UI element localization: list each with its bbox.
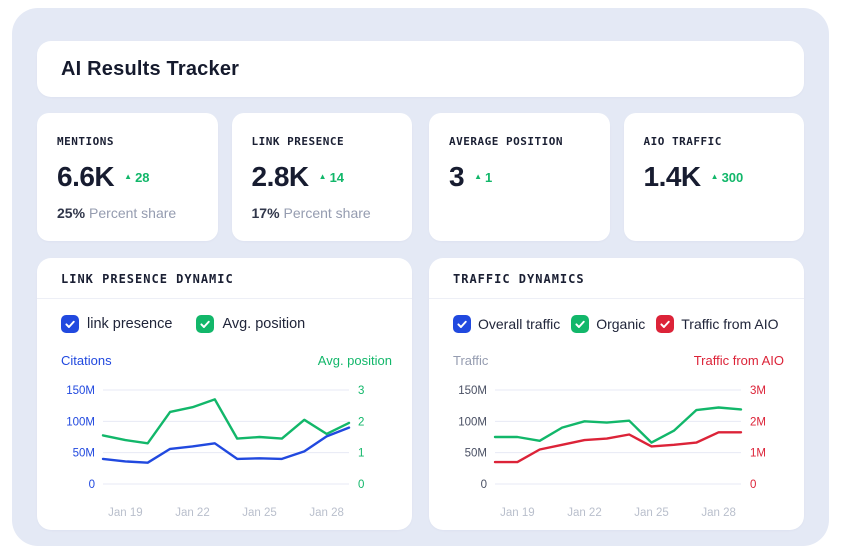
legend-label: Overall traffic <box>478 316 561 332</box>
kpi-value: 1.4K <box>643 161 702 192</box>
traffic-dynamics-chart: 0 0 50M 1M 100M 2M 150M 3M Jan 19 Jan 22 Jan 25 Jan… <box>458 385 766 519</box>
link-presence-chart: 0 0 50M 1 100M 2 150M 3 Jan 19 Jan 22 Jan 25 Jan 28 <box>66 385 364 519</box>
kpi-row: MENTIONS 6.6K ▲ 28 25% Percent share LINK … <box>37 113 804 241</box>
checkbox-icon[interactable] <box>196 315 215 333</box>
svg-text:Jan 22: Jan 22 <box>567 507 602 519</box>
svg-text:Jan 19: Jan 19 <box>108 507 143 519</box>
kpi-delta: ▲ 28 <box>124 169 150 185</box>
svg-text:2: 2 <box>358 416 364 428</box>
svg-text:150M: 150M <box>66 385 95 397</box>
check-icon <box>200 320 211 328</box>
kpi-label: AIO TRAFFIC <box>643 135 722 148</box>
svg-text:2M: 2M <box>750 416 766 428</box>
svg-text:0: 0 <box>750 479 756 491</box>
check-icon <box>660 320 670 328</box>
legend-label: Traffic from AIO <box>681 316 779 332</box>
kpi-label: MENTIONS <box>57 135 114 148</box>
kpi-value: 3 <box>449 161 465 192</box>
kpi-card-mentions: MENTIONS 6.6K ▲ 28 25% Percent share <box>37 113 218 241</box>
dashboard-container: AI Results Tracker MENTIONS 6.6K ▲ 28 25%… <box>12 8 829 546</box>
svg-text:Jan 25: Jan 25 <box>634 507 669 519</box>
checkbox-icon[interactable] <box>656 315 675 333</box>
kpi-value: 2.8K <box>251 161 310 192</box>
svg-text:1M: 1M <box>750 448 766 460</box>
legend: Overall traffic Organic Traffic from AIO <box>453 315 784 333</box>
svg-text:50M: 50M <box>465 448 487 460</box>
kpi-card-aio-traffic: AIO TRAFFIC 1.4K ▲ 300 <box>623 113 804 241</box>
kpi-share: 25% Percent share <box>57 205 177 221</box>
svg-text:0: 0 <box>89 479 95 491</box>
svg-text:3: 3 <box>358 385 364 397</box>
svg-text:0: 0 <box>358 479 364 491</box>
checkbox-avg-position[interactable]: Avg. position <box>196 315 305 333</box>
left-axis-title: Citations <box>61 353 112 368</box>
svg-text:50M: 50M <box>73 448 95 460</box>
panel-title: LINK PRESENCE DYNAMIC <box>61 272 234 286</box>
checkbox-organic[interactable]: Organic <box>571 315 645 333</box>
svg-text:100M: 100M <box>66 416 95 428</box>
checkbox-icon[interactable] <box>571 315 590 333</box>
traffic-dynamics-panel: TRAFFIC DYNAMICS Overall traffic Organ <box>429 258 804 530</box>
up-arrow-icon: ▲ <box>318 171 327 181</box>
left-axis-title: Traffic <box>453 353 489 368</box>
up-arrow-icon: ▲ <box>124 171 133 181</box>
check-icon <box>575 320 585 328</box>
svg-text:Jan 28: Jan 28 <box>309 507 344 519</box>
checkbox-icon[interactable] <box>61 315 79 333</box>
svg-text:100M: 100M <box>458 416 487 428</box>
link-presence-dynamic-panel: LINK PRESENCE DYNAMIC link presence Av <box>37 258 412 530</box>
kpi-card-average-position: AVERAGE POSITION 3 ▲ 1 <box>429 113 610 241</box>
checkbox-icon[interactable] <box>453 315 471 333</box>
right-axis-title: Avg. position <box>317 353 392 368</box>
legend-label: Avg. position <box>222 316 306 332</box>
kpi-label: LINK PRESENCE <box>251 135 345 148</box>
kpi-card-link-presence: LINK PRESENCE 2.8K ▲ 14 17% Percent share <box>231 113 412 241</box>
svg-text:Jan 25: Jan 25 <box>242 507 277 519</box>
svg-text:0: 0 <box>481 479 487 491</box>
svg-text:3M: 3M <box>750 385 766 397</box>
up-arrow-icon: ▲ <box>710 171 719 181</box>
chart-panels-row: LINK PRESENCE DYNAMIC link presence Av <box>37 258 804 530</box>
page-title: AI Results Tracker <box>61 57 240 80</box>
up-arrow-icon: ▲ <box>474 171 482 181</box>
svg-text:Jan 22: Jan 22 <box>175 507 210 519</box>
legend: link presence Avg. position <box>61 315 392 333</box>
right-axis-title: Traffic from AIO <box>693 353 784 368</box>
check-icon <box>457 320 467 328</box>
kpi-share: 17% Percent share <box>251 205 371 221</box>
kpi-label: AVERAGE POSITION <box>449 135 563 148</box>
svg-text:Jan 19: Jan 19 <box>500 507 535 519</box>
check-icon <box>65 320 75 328</box>
panel-title: TRAFFIC DYNAMICS <box>453 272 585 286</box>
header-card: AI Results Tracker <box>37 41 804 97</box>
checkbox-link-presence[interactable]: link presence <box>61 315 172 333</box>
svg-text:150M: 150M <box>458 385 487 397</box>
svg-text:Jan 28: Jan 28 <box>701 507 736 519</box>
kpi-value: 6.6K <box>57 161 115 192</box>
kpi-delta: ▲ 14 <box>318 169 345 185</box>
svg-text:1: 1 <box>358 448 364 460</box>
kpi-delta: ▲ 1 <box>474 169 493 185</box>
legend-label: Organic <box>596 316 646 332</box>
checkbox-traffic-from-aio[interactable]: Traffic from AIO <box>656 315 779 333</box>
legend-label: link presence <box>87 316 173 332</box>
kpi-delta: ▲ 300 <box>710 169 744 185</box>
checkbox-overall-traffic[interactable]: Overall traffic <box>453 315 560 333</box>
